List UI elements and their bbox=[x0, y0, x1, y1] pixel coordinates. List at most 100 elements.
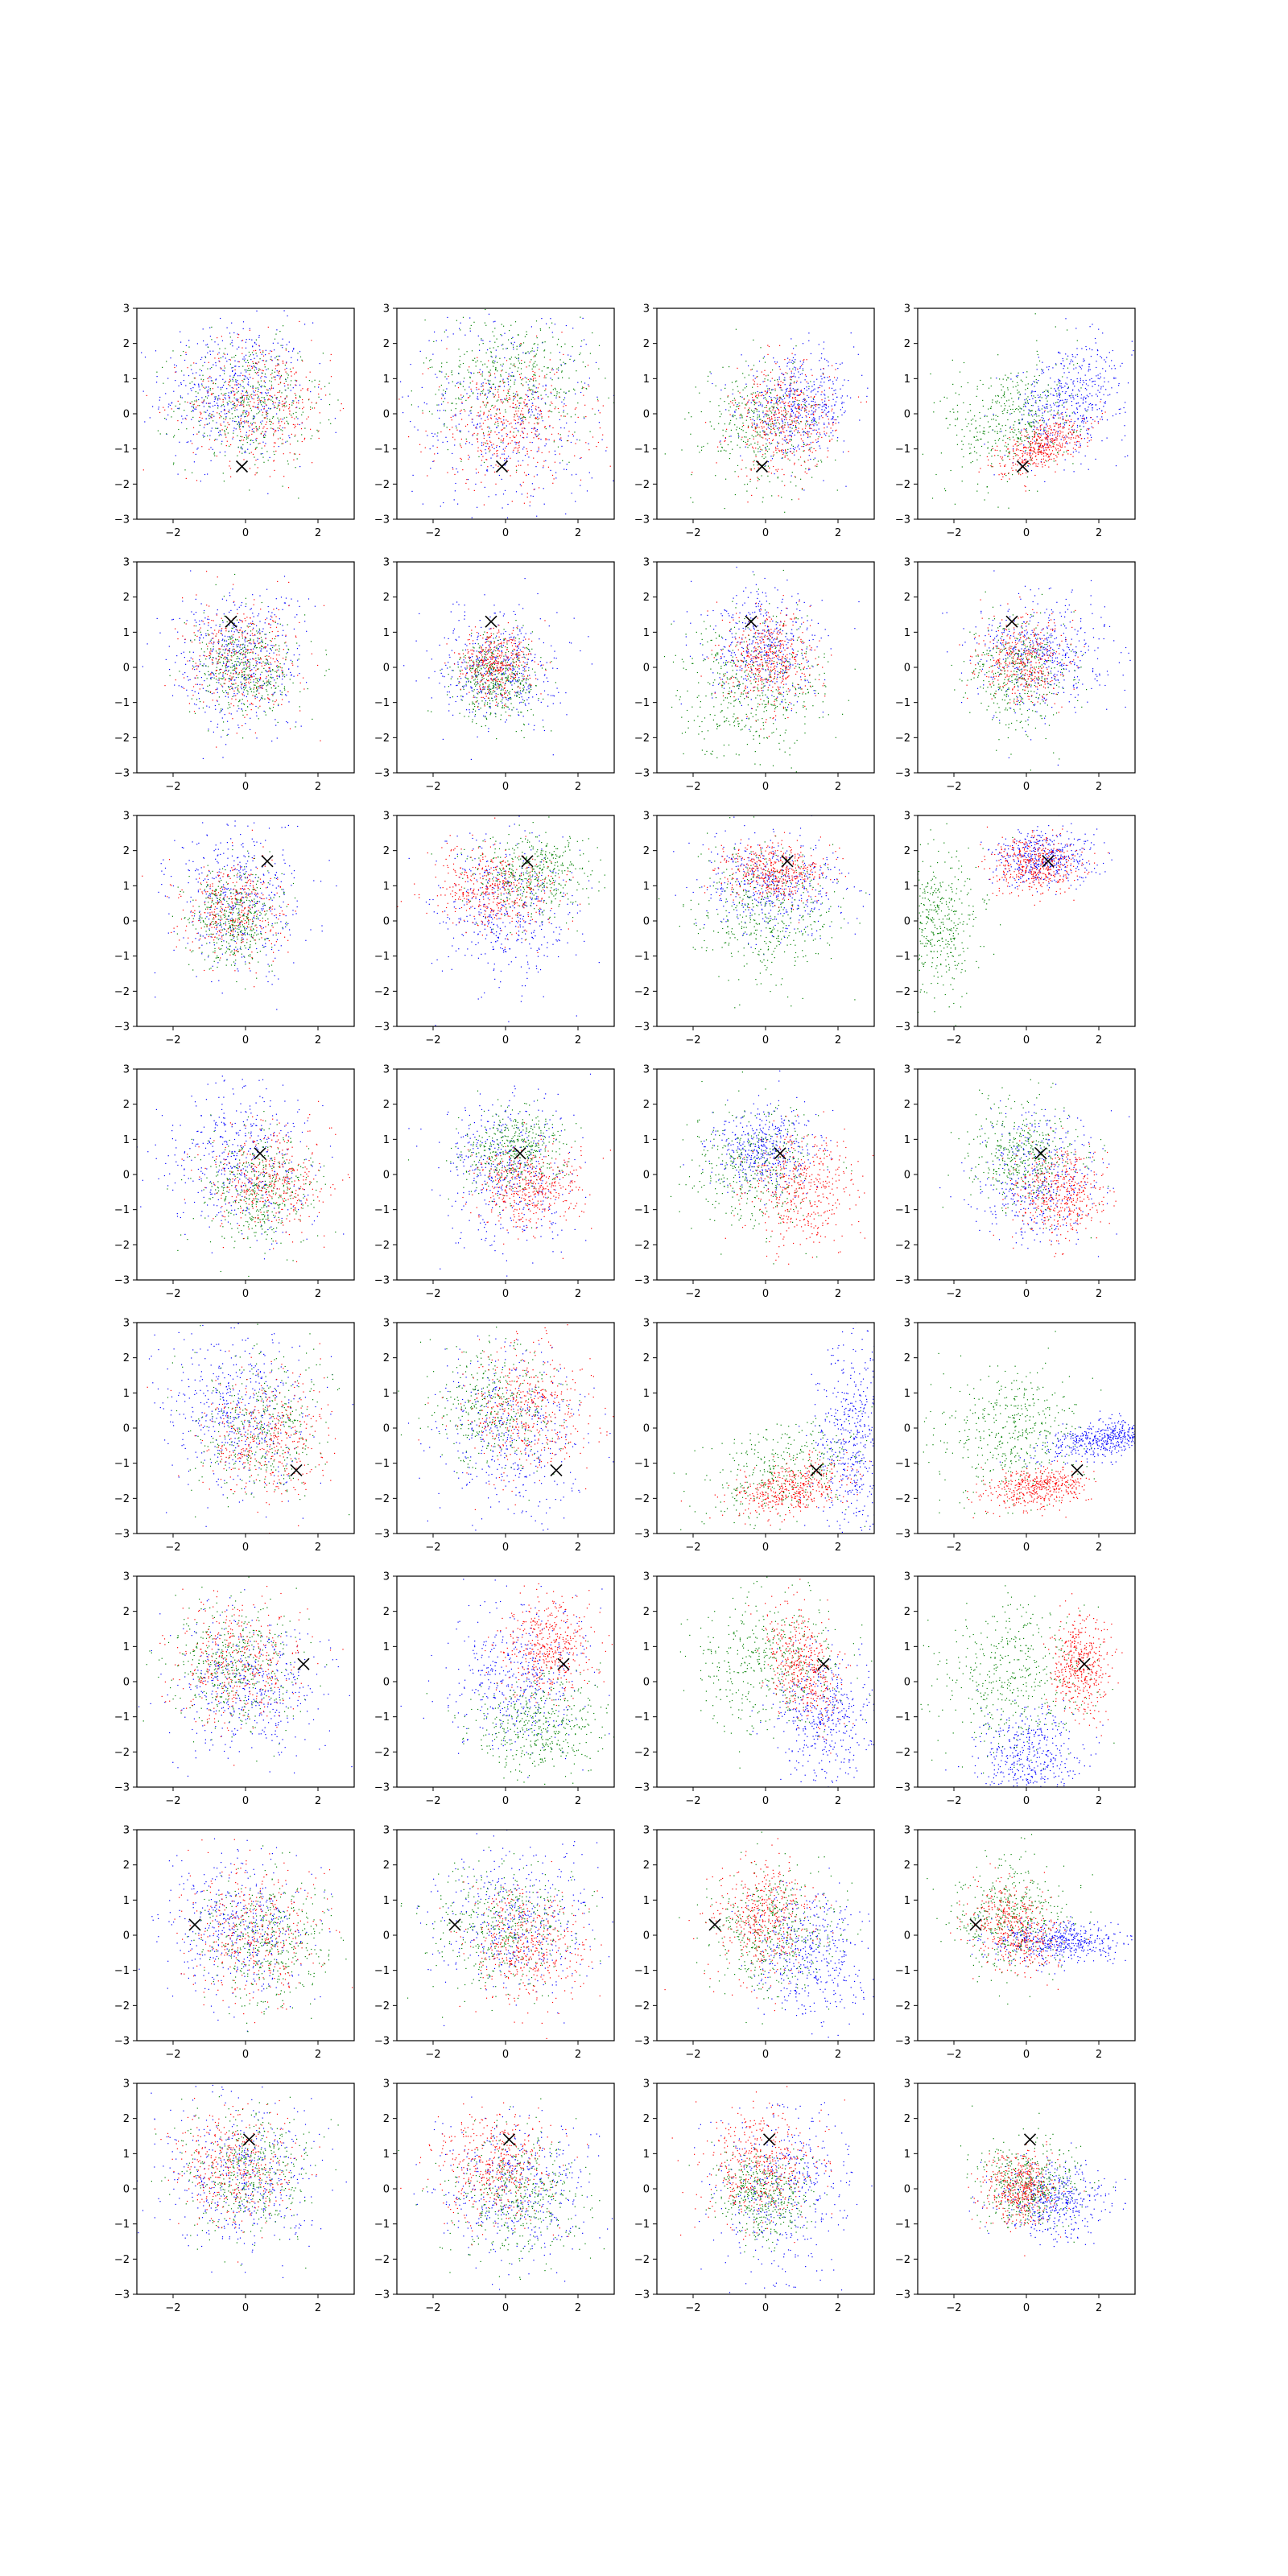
data-point bbox=[1027, 383, 1029, 385]
data-point bbox=[1019, 423, 1021, 424]
data-point bbox=[732, 402, 733, 404]
data-point bbox=[460, 445, 461, 447]
data-point bbox=[232, 400, 233, 402]
data-point bbox=[799, 421, 802, 423]
data-point bbox=[1018, 419, 1020, 421]
data-point bbox=[736, 429, 737, 431]
data-point bbox=[287, 387, 289, 389]
data-point bbox=[796, 411, 798, 412]
data-point bbox=[270, 358, 271, 360]
data-point bbox=[791, 432, 793, 434]
data-point bbox=[215, 427, 217, 429]
data-point bbox=[487, 349, 489, 351]
data-point bbox=[846, 395, 848, 397]
data-point bbox=[470, 388, 472, 390]
data-point bbox=[282, 433, 283, 435]
data-point bbox=[724, 387, 726, 389]
data-point bbox=[258, 345, 260, 346]
data-point bbox=[727, 444, 729, 446]
data-point bbox=[1081, 420, 1084, 422]
data-point bbox=[481, 375, 483, 377]
data-point bbox=[599, 412, 601, 414]
data-point bbox=[510, 343, 513, 345]
data-point bbox=[250, 410, 252, 411]
data-point bbox=[192, 434, 194, 436]
data-point bbox=[262, 441, 264, 443]
data-point bbox=[269, 394, 270, 397]
data-point bbox=[1030, 384, 1032, 386]
data-point bbox=[207, 344, 208, 345]
data-point bbox=[826, 432, 828, 434]
data-point bbox=[491, 444, 493, 446]
data-point bbox=[270, 381, 272, 382]
data-point bbox=[1101, 419, 1103, 420]
data-point bbox=[1021, 429, 1022, 431]
data-point bbox=[539, 328, 541, 330]
data-point bbox=[1042, 405, 1043, 407]
data-point bbox=[477, 439, 478, 440]
data-point bbox=[189, 382, 191, 384]
data-point bbox=[265, 435, 266, 436]
data-point bbox=[724, 508, 725, 510]
data-point bbox=[1026, 376, 1027, 378]
data-point bbox=[522, 378, 524, 380]
data-point bbox=[1097, 421, 1099, 423]
data-point bbox=[259, 358, 261, 360]
data-point bbox=[749, 417, 751, 419]
data-point bbox=[804, 404, 806, 406]
data-point bbox=[253, 415, 254, 417]
data-point bbox=[598, 410, 600, 411]
data-point bbox=[443, 502, 444, 504]
data-point bbox=[555, 477, 557, 479]
data-point bbox=[757, 376, 758, 378]
data-point bbox=[795, 416, 797, 418]
data-point bbox=[247, 365, 249, 367]
data-point bbox=[815, 406, 816, 407]
data-point bbox=[452, 436, 454, 438]
data-point bbox=[1032, 415, 1034, 417]
data-point bbox=[499, 357, 501, 359]
data-point bbox=[486, 440, 488, 442]
data-point bbox=[243, 436, 246, 439]
data-point bbox=[496, 427, 497, 428]
data-point bbox=[441, 371, 443, 373]
data-point bbox=[836, 440, 838, 442]
data-point bbox=[1052, 367, 1054, 369]
data-point bbox=[1020, 379, 1022, 381]
data-point bbox=[853, 346, 855, 348]
data-point bbox=[795, 408, 797, 410]
data-point bbox=[782, 420, 783, 422]
data-point bbox=[741, 396, 743, 398]
data-point bbox=[1003, 409, 1005, 411]
data-point bbox=[1035, 411, 1037, 412]
data-point bbox=[1036, 382, 1038, 384]
data-point bbox=[950, 469, 952, 472]
data-point bbox=[308, 416, 309, 418]
data-point bbox=[774, 423, 776, 424]
data-point bbox=[1100, 376, 1101, 378]
data-point bbox=[277, 371, 279, 373]
data-point bbox=[1024, 440, 1026, 441]
data-point bbox=[496, 446, 497, 448]
data-point bbox=[559, 359, 561, 361]
data-point bbox=[504, 457, 506, 460]
data-point bbox=[709, 401, 711, 402]
data-point bbox=[279, 370, 280, 372]
data-point bbox=[525, 417, 526, 419]
data-point bbox=[271, 396, 273, 398]
data-point bbox=[753, 464, 754, 466]
data-point bbox=[771, 458, 774, 460]
data-point bbox=[1057, 388, 1059, 390]
data-point bbox=[778, 399, 780, 402]
data-point bbox=[756, 402, 758, 403]
data-point bbox=[737, 386, 738, 387]
data-point bbox=[745, 441, 746, 444]
data-point bbox=[1080, 387, 1082, 389]
data-point bbox=[545, 403, 547, 405]
data-point bbox=[797, 404, 799, 406]
data-point bbox=[454, 473, 456, 475]
data-point bbox=[602, 434, 604, 436]
data-point bbox=[1097, 350, 1099, 352]
data-point bbox=[825, 405, 827, 407]
data-point bbox=[506, 433, 507, 435]
